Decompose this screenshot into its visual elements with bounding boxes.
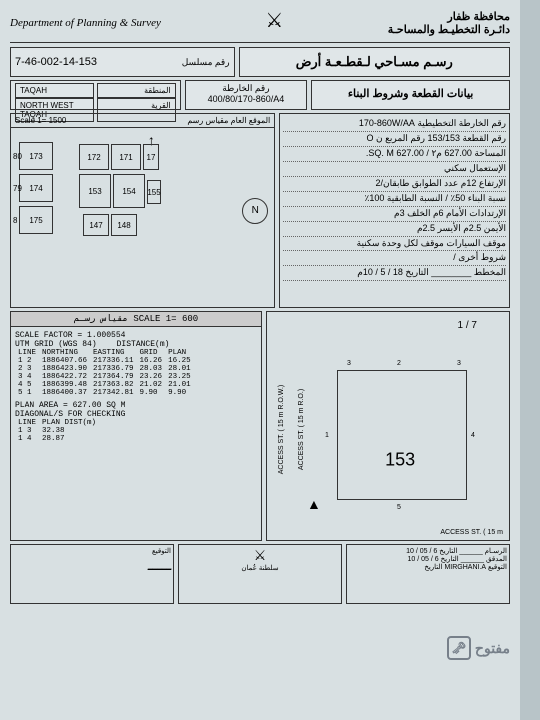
plot-boundary <box>337 370 467 500</box>
serial-label: رقم مسلسل <box>182 57 230 68</box>
plot-data-panel: رقم الخارطة التخطيطية 170-860W/AA رقم ال… <box>279 113 510 308</box>
parcel-155: 155 <box>147 180 161 204</box>
national-emblem-icon: ⚔ <box>259 8 289 38</box>
site-location-map: Scale 1= 1500 الموقع العام مقياس رسم ↑ N… <box>10 113 275 308</box>
department-name-english: Department of Planning & Survey <box>10 17 161 29</box>
parcel-174: 174 <box>19 174 53 202</box>
parcel-173: 173 <box>19 142 53 170</box>
parcel-153: 153 <box>79 174 111 208</box>
serial-value: 7-46-002-14-153 <box>15 56 97 68</box>
parcel-17: 17 <box>143 144 159 170</box>
signature-box-1: التوقيع ـــــ <box>10 544 174 604</box>
signature-footer: التوقيع ـــــ ⚔ سلطنة عُمان الرسـام ____… <box>10 544 510 604</box>
key-icon: 🗝 <box>447 636 471 660</box>
watermark-logo: 🗝 مفتوح <box>447 636 510 660</box>
plot-number-label: 153 <box>385 450 415 471</box>
official-stamp: ⚔ سلطنة عُمان <box>178 544 342 604</box>
compass-icon: N <box>242 198 268 224</box>
diagonals-table: LINEPLAN DIST(m) 1 332.381 428.87 <box>15 419 99 443</box>
serial-number-box: 7-46-002-14-153 رقم مسلسل <box>10 47 235 77</box>
parcel-147: 147 <box>83 214 109 236</box>
map-number-box: رقم الخارطة 400/80/170-860/A4 <box>185 80 307 110</box>
parcel-175: 175 <box>19 206 53 234</box>
plot-data-header: بيانات القطعة وشروط البناء <box>311 80 510 110</box>
middle-section: Scale 1= 1500 الموقع العام مقياس رسم ↑ N… <box>10 113 510 308</box>
title-row: 7-46-002-14-153 رقم مسلسل رسـم مسـاحي لـ… <box>10 47 510 77</box>
document-header: Department of Planning & Survey ⚔ محافظة… <box>10 8 510 43</box>
parcel-171: 171 <box>111 144 141 170</box>
utm-table: LINENORTHINGEASTINGGRIDPLAN 1 21886407.6… <box>15 349 194 397</box>
region-value: TAQAH <box>15 83 94 98</box>
site-title: الموقع العام مقياس رسم <box>187 116 270 125</box>
parcel-172: 172 <box>79 144 109 170</box>
header-arabic: محافظة ظفار دائـرة التخطيـط والمساحـة <box>388 10 510 36</box>
document-title: رسـم مسـاحي لـقطـعـة أرض <box>239 47 510 77</box>
location-info: TAQAH المنطقة NORTH WEST TAQAH القرية <box>10 80 181 110</box>
signature-box-2: الرسـام ______ التاريخ 6 / 05 / 10 المدق… <box>346 544 510 604</box>
land-survey-document: Department of Planning & Survey ⚔ محافظة… <box>0 0 520 720</box>
plot-detail-map: 1 / 7 ACCESS ST. ( 15 m R.O.W.) ACCESS S… <box>266 311 510 541</box>
parcel-154: 154 <box>113 174 145 208</box>
coordinates-table: مقياس رسـم SCALE 1= 600 SCALE FACTOR = 1… <box>10 311 262 541</box>
north-indicator-icon: ▲ <box>307 496 321 512</box>
site-scale: Scale 1= 1500 <box>15 116 66 125</box>
parcel-148: 148 <box>111 214 137 236</box>
info-row: TAQAH المنطقة NORTH WEST TAQAH القرية رق… <box>10 80 510 110</box>
lower-section: مقياس رسـم SCALE 1= 600 SCALE FACTOR = 1… <box>10 311 510 541</box>
region-label: المنطقة <box>97 83 176 98</box>
